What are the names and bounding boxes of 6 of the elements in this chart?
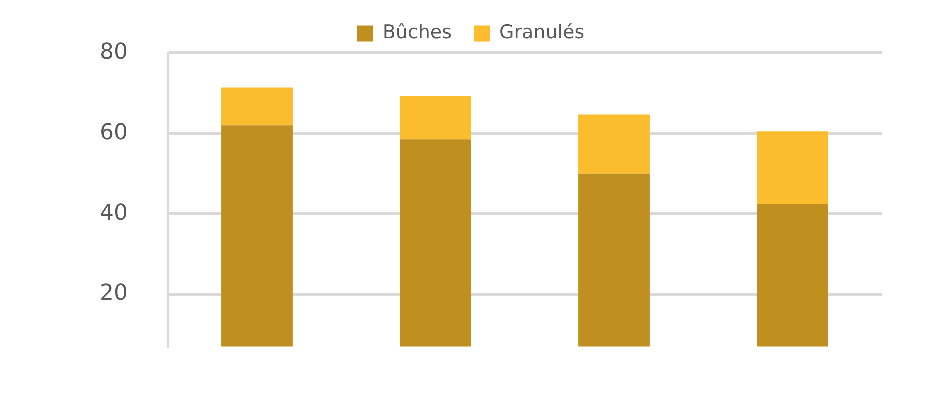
- legend-label: Bûches: [382, 22, 452, 44]
- y-tick-label: 40: [100, 200, 128, 226]
- y-tick-label: 60: [100, 120, 128, 146]
- y-tick-label: 20: [100, 281, 128, 306]
- legend-label: Granulés: [500, 22, 585, 44]
- y-tick-label: 80: [100, 40, 128, 65]
